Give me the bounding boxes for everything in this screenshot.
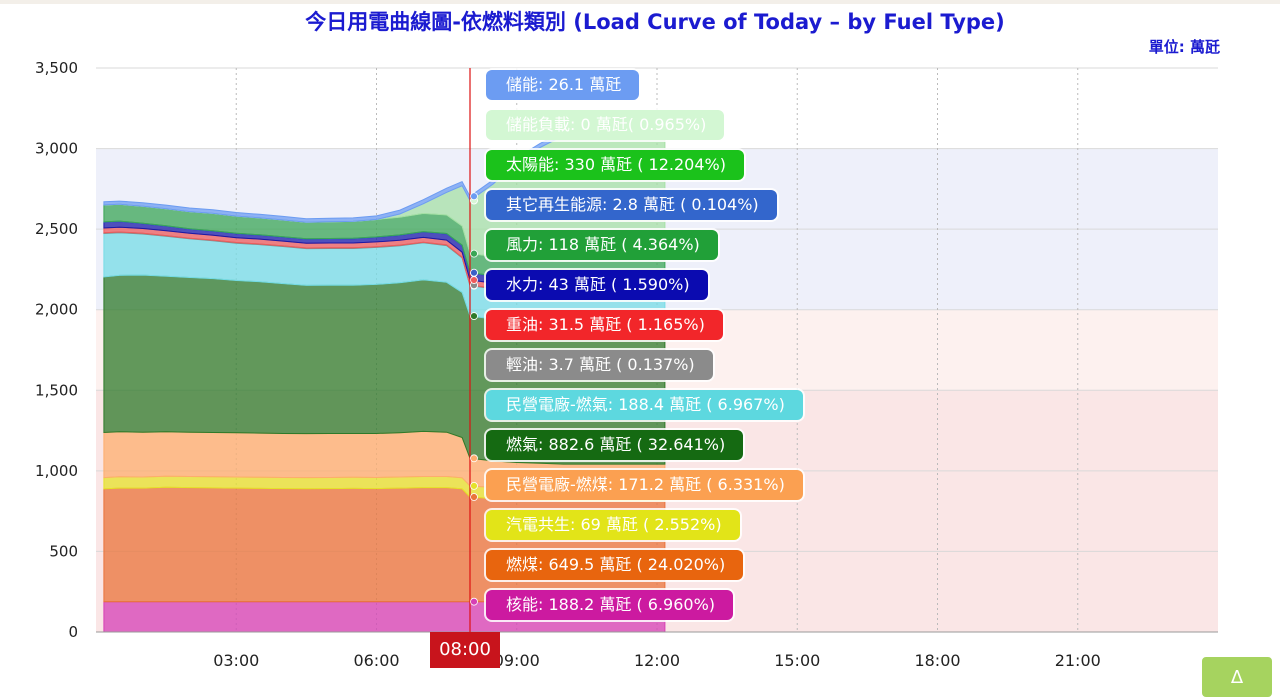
crosshair-point: [470, 268, 478, 277]
unit-label: 單位: 萬瓩: [1148, 38, 1220, 56]
y-tick-label: 2,500: [35, 220, 78, 238]
tooltip-item: 儲能負載: 0 萬瓩( 0.965%): [486, 110, 725, 140]
y-tick-label: 3,500: [35, 59, 78, 77]
top-strip: [0, 0, 1280, 4]
y-tick-label: 2,000: [35, 301, 78, 319]
area-series-1: [103, 486, 666, 603]
tooltip-item: 儲能: 26.1 萬瓩: [486, 70, 640, 100]
crosshair: [469, 68, 478, 632]
crosshair-point: [470, 249, 478, 258]
crosshair-point: [470, 454, 478, 463]
tooltip-item: 民營電廠-燃煤: 171.2 萬瓩 ( 6.331%): [486, 470, 803, 500]
tooltip-item: 風力: 118 萬瓩 ( 4.364%): [486, 230, 718, 260]
x-tick-label: 03:00: [213, 651, 259, 670]
crosshair-point: [470, 312, 478, 320]
y-tick-label: 0: [68, 623, 78, 641]
tooltip-item: 民營電廠-燃氣: 188.4 萬瓩 ( 6.967%): [486, 390, 803, 420]
crosshair-time-badge: 08:00: [430, 632, 500, 668]
y-tick-label: 500: [49, 542, 78, 560]
x-tick-label: 12:00: [634, 651, 680, 670]
tooltip-item: 水力: 43 萬瓩 ( 1.590%): [486, 270, 708, 300]
crosshair-point: [470, 276, 478, 284]
crosshair-point: [470, 192, 478, 201]
y-tick-label: 3,000: [35, 140, 78, 158]
crosshair-point: [470, 597, 478, 606]
x-tick-label: 15:00: [774, 651, 820, 670]
tooltip-item: 其它再生能源: 2.8 萬瓩 ( 0.104%): [486, 190, 777, 220]
x-tick-label: 06:00: [353, 651, 399, 670]
x-tick-label: 09:00: [494, 651, 540, 670]
tooltip-item: 燃氣: 882.6 萬瓩 ( 32.641%): [486, 430, 744, 460]
y-tick-label: 1,000: [35, 462, 78, 480]
crosshair-point: [470, 493, 478, 501]
crosshair-point: [470, 481, 478, 490]
tooltip-item: 輕油: 3.7 萬瓩 ( 0.137%): [486, 350, 713, 380]
tooltip-item: 核能: 188.2 萬瓩 ( 6.960%): [486, 590, 734, 620]
tooltip-item: 燃煤: 649.5 萬瓩 ( 24.020%): [486, 550, 744, 580]
axes: 0 500 1,000 1,500 2,000 2,500 3,000 3,500 03:00 0…: [35, 59, 1218, 670]
x-tick-label: 21:00: [1055, 651, 1101, 670]
tooltip-item: 重油: 31.5 萬瓩 ( 1.165%): [486, 310, 723, 340]
y-tick-label: 1,500: [35, 381, 78, 399]
chart-title: 今日用電曲線圖-依燃料類別 (Load Curve of Today – by …: [305, 10, 1005, 34]
tooltip-item: 太陽能: 330 萬瓩 ( 12.204%): [486, 150, 744, 180]
delta-button[interactable]: Δ: [1202, 657, 1272, 697]
tooltip-item: 汽電共生: 69 萬瓩 ( 2.552%): [486, 510, 740, 540]
x-tick-label: 18:00: [914, 651, 960, 670]
